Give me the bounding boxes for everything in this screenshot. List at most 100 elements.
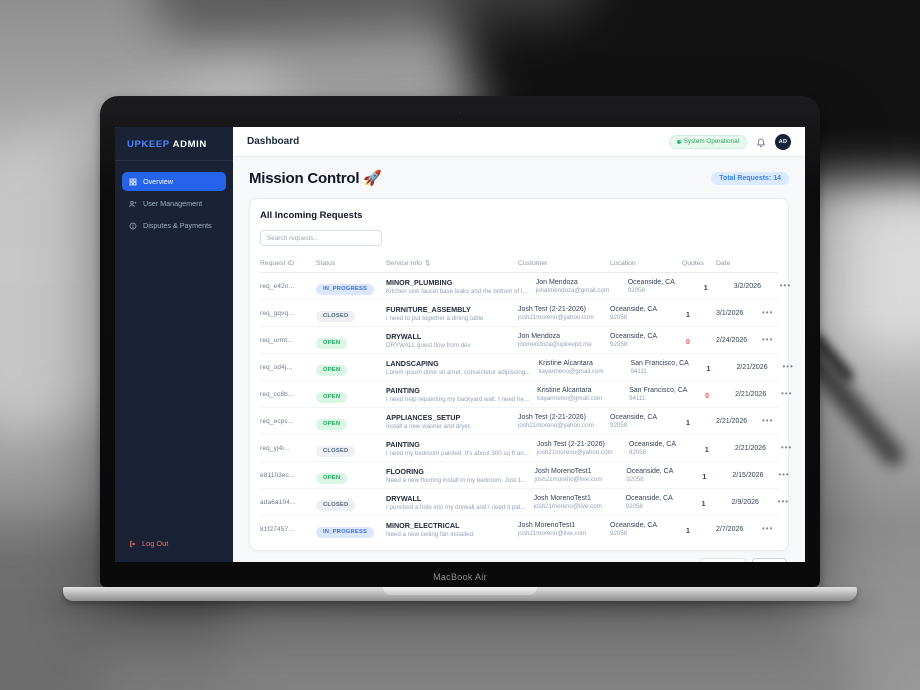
page-breadcrumb-title: Dashboard bbox=[247, 136, 300, 147]
row-actions-button[interactable]: ••• bbox=[762, 524, 774, 533]
table-row[interactable]: e81103ec... OPEN FLOORING Need a new flo… bbox=[260, 462, 789, 489]
status-cell: OPEN bbox=[316, 466, 386, 484]
location-cell: Oceanside, CA 92058 bbox=[628, 279, 700, 294]
date-cell: 3/1/2026 bbox=[716, 309, 744, 317]
status-badge: CLOSED bbox=[316, 499, 356, 511]
service-info-cell: APPLIANCES_SETUP Install a new washer an… bbox=[386, 413, 518, 430]
laptop-base-notch bbox=[383, 587, 537, 595]
avatar[interactable]: AD bbox=[775, 133, 791, 150]
table-body: req_e42n... IN_PROGRESS MINOR_PLUMBING K… bbox=[260, 273, 793, 542]
customer-email: josh21moreno@live.com bbox=[518, 529, 587, 537]
customer-name: Kristine Alcantara bbox=[538, 359, 593, 367]
sidebar-item-overview[interactable]: Overview bbox=[122, 172, 226, 191]
service-description: Lorem ipsum dolor sit amet, consectetur … bbox=[386, 368, 531, 376]
row-actions-button[interactable]: ••• bbox=[782, 362, 794, 371]
date-cell: 3/2/2026 bbox=[733, 282, 761, 290]
status-badge: CLOSED bbox=[316, 310, 356, 322]
service-info-cell: PAINTING I need help repainting my backy… bbox=[386, 386, 537, 403]
laptop-screen-bezel: UPKEEP ADMIN Overview User Management Dis… bbox=[100, 96, 820, 587]
table-row[interactable]: req_od4j... OPEN LANDSCAPING Lorem ipsum… bbox=[260, 354, 793, 381]
customer-email: josh21moreno@yahoo.com bbox=[536, 448, 613, 456]
location-zip: 92058 bbox=[610, 340, 628, 348]
location-zip: 92058 bbox=[625, 502, 643, 510]
table-row[interactable]: req_e42n... IN_PROGRESS MINOR_PLUMBING K… bbox=[260, 273, 790, 300]
row-actions-button[interactable]: ••• bbox=[781, 389, 793, 398]
date-cell: 2/21/2026 bbox=[734, 444, 767, 452]
location-zip: 94111 bbox=[629, 394, 646, 402]
service-description: I need to put together a dining table. bbox=[386, 314, 486, 322]
row-actions-button[interactable]: ••• bbox=[778, 470, 790, 479]
request-id-cell: req_yj4i... bbox=[260, 444, 290, 452]
service-name: FLOORING bbox=[386, 466, 424, 476]
quotes-value: 1 bbox=[706, 366, 711, 373]
table-row[interactable]: req_urmt... OPEN DRYWALL DRYWALL guest f… bbox=[260, 327, 778, 354]
table-row[interactable]: req_cc8b... OPEN PAINTING I need help re… bbox=[260, 381, 792, 408]
grid-icon bbox=[129, 178, 137, 185]
system-status-label: System Operational bbox=[683, 138, 739, 145]
rocket-icon: 🚀 bbox=[363, 170, 382, 187]
background-desk-surface bbox=[100, 620, 860, 690]
quotes-cell: 0 bbox=[682, 331, 716, 349]
table-row[interactable]: req_gqvq... CLOSED FURNITURE_ASSEMBLY I … bbox=[260, 300, 778, 327]
request-id-cell: 81f27457... bbox=[260, 525, 295, 533]
sidebar-item-disputes-payments[interactable]: Disputes & Payments bbox=[122, 216, 226, 235]
service-info-cell: MINOR_PLUMBING Kitchen sink faucet base … bbox=[386, 278, 536, 295]
service-description: I need my bedroom painted. It's about 30… bbox=[386, 449, 529, 457]
quotes-value: 0 bbox=[686, 339, 690, 346]
customer-cell: Josh Test (2-21-2026) josh21moreno@yahoo… bbox=[518, 306, 610, 321]
sidebar-item-user-management[interactable]: User Management bbox=[122, 194, 226, 213]
location-city: San Francisco, CA bbox=[630, 359, 689, 367]
sort-icon[interactable]: ⇅ bbox=[424, 260, 431, 267]
page-header: Mission Control 🚀 Total Requests: 14 bbox=[249, 169, 789, 187]
card-title: All Incoming Requests bbox=[260, 210, 363, 221]
quotes-cell: 1 bbox=[682, 304, 716, 322]
column-header-request-id: Request ID bbox=[260, 259, 295, 267]
sidebar-item-label: Disputes & Payments bbox=[143, 221, 212, 230]
users-icon bbox=[129, 200, 137, 207]
table-row[interactable]: ada6a104... CLOSED DRYWALL I punched a h… bbox=[260, 489, 788, 516]
quotes-value: 1 bbox=[686, 528, 690, 535]
customer-cell: Josh MorenoTest1 josh21moreno@live.com bbox=[534, 468, 626, 483]
status-cell: OPEN bbox=[316, 331, 386, 349]
request-id-cell: req_ecpc... bbox=[260, 417, 294, 425]
service-name: MINOR_PLUMBING bbox=[386, 277, 453, 287]
row-actions-button[interactable]: ••• bbox=[780, 443, 793, 452]
customer-name: Josh MorenoTest1 bbox=[533, 494, 591, 502]
location-cell: Oceanside, CA 92058 bbox=[629, 441, 701, 456]
service-name: PAINTING bbox=[386, 385, 420, 395]
location-cell: San Francisco, CA 94111 bbox=[630, 360, 702, 375]
customer-email: jonatmendoza@gmail.com bbox=[535, 286, 610, 294]
status-badge: OPEN bbox=[316, 364, 348, 376]
status-dot-icon bbox=[676, 139, 681, 144]
table-row[interactable]: req_yj4i... CLOSED PAINTING I need my be… bbox=[260, 435, 791, 462]
location-zip: 92058 bbox=[610, 421, 628, 429]
service-info-cell: FLOORING Need a new flooring install in … bbox=[386, 467, 534, 484]
location-cell: San Francisco, CA 94111 bbox=[629, 387, 701, 402]
search-input[interactable] bbox=[260, 230, 382, 246]
service-info-cell: DRYWALL I punched a hole into my drywall… bbox=[386, 494, 534, 511]
row-actions-button[interactable]: ••• bbox=[779, 281, 792, 290]
column-header-date: Date bbox=[716, 259, 731, 267]
logout-button[interactable]: Log Out bbox=[115, 529, 233, 562]
customer-name: Josh Test (2-21-2026) bbox=[518, 305, 586, 313]
location-cell: Oceanside, CA 92058 bbox=[610, 522, 682, 537]
date-cell: 2/9/2026 bbox=[731, 498, 759, 506]
date-cell: 2/7/2026 bbox=[716, 525, 744, 533]
row-actions-button[interactable]: ••• bbox=[762, 416, 774, 425]
row-actions-button[interactable]: ••• bbox=[762, 335, 774, 344]
request-id-cell: req_cc8b... bbox=[260, 390, 294, 398]
notifications-bell-button[interactable] bbox=[756, 137, 766, 147]
quotes-cell: 1 bbox=[698, 493, 732, 511]
row-actions-button[interactable]: ••• bbox=[777, 497, 790, 506]
service-description: Need a new ceiling fan installed. bbox=[386, 530, 475, 538]
previous-page-button[interactable]: Previous bbox=[699, 558, 747, 562]
request-id-cell: ada6a104... bbox=[260, 498, 296, 506]
sidebar: UPKEEP ADMIN Overview User Management Dis… bbox=[115, 127, 233, 562]
row-actions-button[interactable]: ••• bbox=[762, 308, 774, 317]
table-row[interactable]: 81f27457... IN_PROGRESS MINOR_ELECTRICAL… bbox=[260, 516, 778, 542]
next-page-button[interactable]: Next bbox=[752, 558, 787, 562]
customer-email: jonmendoza@upkeepit.me bbox=[518, 340, 592, 348]
location-city: Oceanside, CA bbox=[610, 305, 658, 313]
table-row[interactable]: req_ecpc... OPEN APPLIANCES_SETUP Instal… bbox=[260, 408, 778, 435]
